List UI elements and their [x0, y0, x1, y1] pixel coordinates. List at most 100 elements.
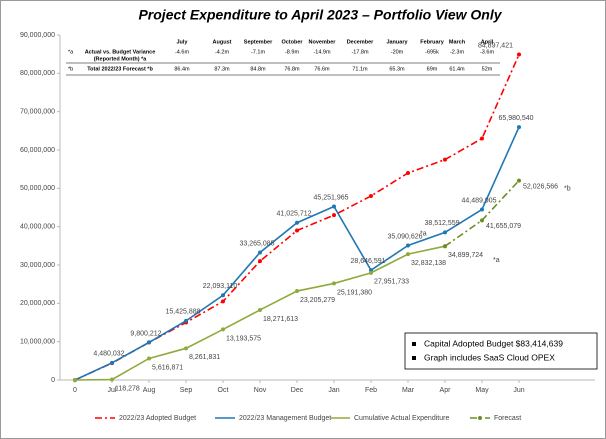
annotation: *a: [420, 230, 427, 237]
bullet: [412, 342, 416, 346]
data-label: 38,512,559: [424, 220, 459, 227]
point: [443, 244, 447, 249]
y-tick-label: 50,000,000: [20, 185, 55, 192]
point: [258, 307, 262, 312]
table-cell: 71.1m: [352, 66, 368, 72]
table-header: July: [176, 39, 188, 45]
point: [110, 377, 114, 382]
point: [332, 281, 336, 286]
data-label: 52,026,566: [523, 183, 558, 190]
table-cell: 86.4m: [174, 66, 190, 72]
y-tick-label: 30,000,000: [20, 262, 55, 269]
point: [258, 250, 262, 255]
y-tick-label: 60,000,000: [20, 147, 55, 154]
point: [517, 125, 521, 130]
chart-title: Project Expenditure to April 2023 – Port…: [138, 7, 502, 23]
row-label: Total 2022/23 Forecast *b: [87, 66, 153, 72]
legend-label: 2022/23 Adopted Budget: [119, 415, 196, 422]
note-box: [404, 332, 598, 370]
point: [332, 213, 336, 218]
point: [369, 270, 373, 275]
data-label: 118,278: [115, 385, 140, 392]
table-header: April: [481, 39, 494, 45]
y-tick-label: 40,000,000: [20, 224, 55, 231]
point: [369, 194, 373, 198]
legend-label: Forecast: [494, 415, 521, 422]
x-tick-label: Nov: [254, 387, 267, 394]
point: [517, 52, 521, 57]
data-label: 28,646,591: [350, 258, 385, 265]
data-label: 84,897,421: [478, 42, 513, 49]
data-label: 41,655,079: [486, 223, 521, 230]
y-tick-label: 20,000,000: [20, 300, 55, 307]
table-cell: -17.8m: [351, 49, 369, 55]
data-label: 22,093,110: [203, 283, 238, 290]
table-cell: 61.4m: [449, 66, 465, 72]
y-tick-label: 0: [51, 377, 55, 384]
data-label: 65,980,540: [498, 115, 533, 122]
point: [332, 204, 336, 209]
table-header: February: [420, 39, 444, 45]
table-cell: -8.9m: [285, 49, 299, 55]
data-label: 35,090,626: [387, 233, 422, 240]
table-cell: 52m: [482, 66, 493, 72]
annotation: *a: [493, 257, 500, 264]
table-cell: -4.2m: [215, 49, 229, 55]
x-tick-label: Feb: [365, 387, 377, 394]
y-tick-label: 70,000,000: [20, 109, 55, 116]
x-tick-label: 0: [73, 387, 77, 394]
table-cell: -14.9m: [313, 49, 331, 55]
point: [147, 356, 151, 361]
x-tick-label: Oct: [218, 387, 229, 394]
x-tick-label: Mar: [402, 387, 415, 394]
legend-label: 2022/23 Management Budget: [239, 415, 331, 422]
data-label: 25,191,380: [337, 289, 372, 296]
table-header: September: [244, 39, 273, 45]
data-label: 15,425,888: [165, 309, 200, 316]
data-label: 32,832,138: [411, 260, 446, 267]
point: [406, 171, 410, 175]
table-cell: -695k: [425, 49, 439, 55]
x-tick-label: May: [475, 387, 489, 394]
legend-marker: [478, 416, 482, 420]
point: [295, 289, 299, 294]
data-label: 13,193,575: [226, 335, 261, 342]
point: [480, 218, 484, 223]
data-label: 34,899,724: [448, 252, 483, 259]
row-marker: *b: [68, 66, 73, 72]
point: [184, 318, 188, 323]
point: [480, 207, 484, 212]
x-tick-label: Dec: [291, 387, 304, 394]
point: [221, 293, 225, 298]
table-header: August: [213, 39, 232, 45]
point: [258, 259, 262, 264]
point: [295, 220, 299, 225]
point: [443, 230, 447, 235]
point: [295, 228, 299, 233]
table-cell: 84.8m: [250, 66, 266, 72]
data-label: 27,951,733: [374, 279, 409, 286]
table-cell: 65.3m: [389, 66, 405, 72]
x-tick-label: Jul: [108, 387, 117, 394]
y-tick-label: 80,000,000: [20, 70, 55, 77]
table-cell: -20m: [391, 49, 404, 55]
legend-label: Cumulative Actual Expenditure: [354, 415, 449, 422]
row-marker: *a: [68, 49, 74, 55]
data-label: 41,025,712: [276, 211, 311, 218]
note-text: Graph includes SaaS Cloud OPEX: [424, 352, 555, 362]
data-label: 33,265,085: [239, 240, 274, 247]
data-label: 5,616,871: [152, 364, 183, 371]
table-cell: -4.6m: [175, 49, 189, 55]
bullet: [412, 356, 416, 360]
point: [221, 327, 225, 332]
y-tick-label: 90,000,000: [20, 32, 55, 39]
x-tick-label: Jan: [328, 387, 339, 394]
y-tick-label: 10,000,000: [20, 339, 55, 346]
table-header: March: [449, 39, 466, 45]
point: [406, 243, 410, 248]
table-header: November: [309, 39, 337, 45]
row-label: (Reported Month) *a: [94, 56, 147, 62]
x-tick-label: Jun: [513, 387, 524, 394]
row-label: Actual vs. Budget Variance: [85, 49, 156, 55]
